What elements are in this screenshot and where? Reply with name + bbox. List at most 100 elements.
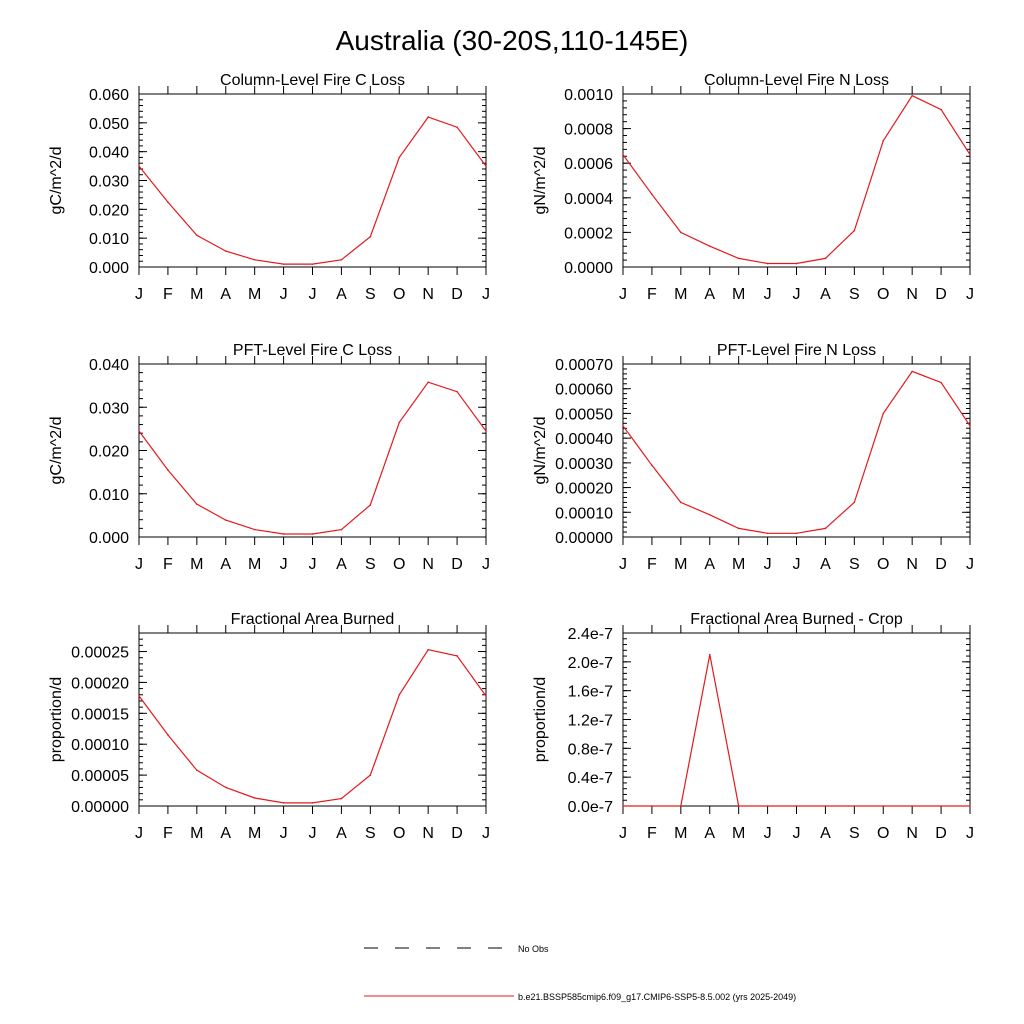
data-point xyxy=(911,805,913,807)
x-tick-label: F xyxy=(647,825,657,842)
data-point xyxy=(427,381,429,383)
data-point xyxy=(766,805,769,807)
data-point xyxy=(282,533,285,535)
x-tick-label: O xyxy=(877,556,889,573)
panels: Column-Level Fire C Loss gC/m^2/d 0.000 0.0… xyxy=(48,72,974,842)
y-tick-label: 0.00000 xyxy=(555,530,613,547)
data-point xyxy=(196,234,198,237)
data-point xyxy=(853,229,856,232)
y-tick-label: 0.00070 xyxy=(555,357,613,374)
data-point xyxy=(398,421,401,424)
x-tick-label: M xyxy=(248,556,261,573)
x-tick-label: F xyxy=(647,286,657,303)
data-point xyxy=(680,231,682,234)
x-tick-label: O xyxy=(877,286,889,303)
data-point xyxy=(795,262,798,265)
data-point xyxy=(708,513,711,516)
x-tick-label: J xyxy=(135,286,143,303)
data-point xyxy=(398,156,401,159)
y-tick-label: 0.00020 xyxy=(71,675,129,692)
data-point xyxy=(167,734,169,736)
data-point xyxy=(766,532,769,535)
y-tick-label: 0.00010 xyxy=(555,505,613,522)
x-tick-label: J xyxy=(280,556,288,573)
data-point xyxy=(427,648,429,651)
x-tick-label: S xyxy=(365,825,376,842)
data-point xyxy=(138,165,140,167)
x-tick-label: S xyxy=(849,556,860,573)
x-tick-label: F xyxy=(163,556,173,573)
x-tick-label: J xyxy=(482,556,490,573)
data-point xyxy=(398,693,401,696)
y-tick-label: 0.00005 xyxy=(71,768,129,785)
x-tick-label: M xyxy=(190,286,203,303)
data-point xyxy=(485,430,487,432)
data-point xyxy=(824,257,827,260)
y-tick-label: 0.00010 xyxy=(71,737,129,754)
x-tick-label: A xyxy=(336,286,347,303)
data-point xyxy=(766,262,769,265)
x-tick-label: F xyxy=(163,286,173,303)
x-tick-label: M xyxy=(732,825,745,842)
data-point xyxy=(456,390,458,393)
data-point xyxy=(940,805,942,807)
y-tick-label: 1.2e-7 xyxy=(568,713,613,730)
x-tick-label: A xyxy=(704,286,715,303)
y-tick-label: 0.0e-7 xyxy=(568,799,613,816)
data-point xyxy=(485,165,487,167)
x-tick-label: O xyxy=(393,556,405,573)
y-axis-label: gC/m^2/d xyxy=(48,417,65,485)
data-point xyxy=(882,412,885,415)
data-point xyxy=(853,805,856,807)
y-tick-label: 0.030 xyxy=(89,400,129,417)
y-tick-label: 0.0000 xyxy=(564,260,613,277)
data-point xyxy=(622,805,624,807)
data-point xyxy=(311,802,314,804)
y-axis-label: proportion/d xyxy=(532,677,549,762)
data-point xyxy=(824,527,827,530)
x-tick-label: J xyxy=(966,286,974,303)
x-tick-label: S xyxy=(849,286,860,303)
panel-title: Column-Level Fire N Loss xyxy=(704,72,889,89)
data-point xyxy=(311,263,314,265)
x-tick-label: A xyxy=(220,825,231,842)
y-tick-label: 0.040 xyxy=(89,357,129,374)
x-tick-label: D xyxy=(935,556,947,573)
x-tick-label: A xyxy=(336,556,347,573)
data-point xyxy=(853,501,856,504)
x-tick-label: J xyxy=(619,286,627,303)
data-point xyxy=(369,774,372,776)
x-tick-label: N xyxy=(422,286,434,303)
x-tick-label: O xyxy=(393,286,405,303)
data-point xyxy=(196,769,198,771)
x-tick-label: M xyxy=(674,286,687,303)
data-point xyxy=(485,695,487,697)
y-tick-label: 0.010 xyxy=(89,487,129,504)
data-point xyxy=(651,805,653,807)
panel-5: Fractional Area Burned proportion/d 0.0000… xyxy=(48,611,490,842)
data-point xyxy=(882,805,885,807)
x-tick-label: N xyxy=(906,556,918,573)
data-point xyxy=(969,805,971,807)
y-axis-label: gC/m^2/d xyxy=(48,147,65,215)
x-tick-label: J xyxy=(793,556,801,573)
x-tick-label: A xyxy=(220,556,231,573)
x-tick-label: J xyxy=(966,556,974,573)
data-point xyxy=(456,126,458,128)
y-tick-label: 0.8e-7 xyxy=(568,741,613,758)
data-point xyxy=(167,201,169,203)
data-point xyxy=(737,257,740,260)
data-point xyxy=(167,469,169,471)
x-tick-label: J xyxy=(793,286,801,303)
x-tick-label: D xyxy=(935,825,947,842)
panel-4: PFT-Level Fire N Loss gN/m^2/d 0.00000 0.00… xyxy=(532,342,974,573)
x-tick-label: A xyxy=(820,286,831,303)
data-point xyxy=(253,797,256,799)
data-point xyxy=(795,532,798,535)
x-tick-label: M xyxy=(732,286,745,303)
x-tick-label: M xyxy=(674,556,687,573)
y-tick-label: 0.00050 xyxy=(555,406,613,423)
data-point xyxy=(708,245,711,248)
